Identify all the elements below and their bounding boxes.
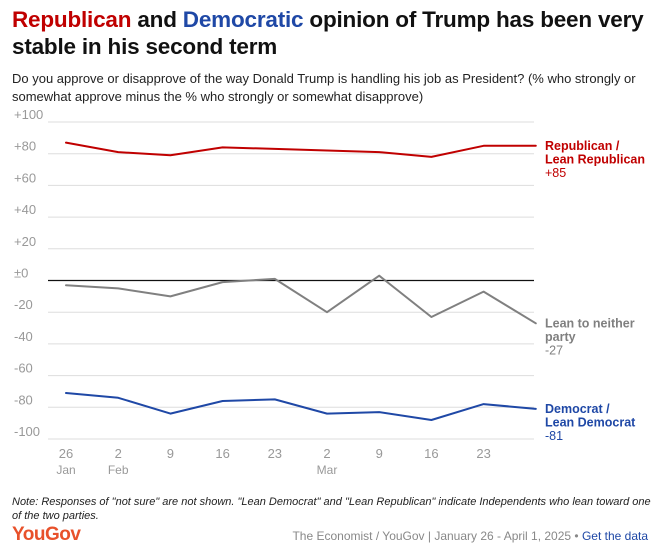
y-tick-label: +40 [14,202,36,217]
x-tick-label: 9 [376,446,383,461]
series-end-value: -27 [545,343,563,357]
y-tick-label: +80 [14,139,36,154]
series-end-value: -81 [545,429,563,443]
y-tick-label: -40 [14,329,33,344]
y-tick-label: -60 [14,361,33,376]
y-tick-label: -100 [14,424,40,439]
series-line [65,392,537,421]
series-label: party [545,330,576,344]
y-tick-label: -80 [14,392,33,407]
x-tick-label: 2 [115,446,122,461]
series-label: Lean to neither [545,316,635,330]
source-line: The Economist / YouGov | January 26 - Ap… [292,529,648,543]
y-tick-label: +20 [14,234,36,249]
x-tick-month-label: Mar [317,463,338,477]
chart-note: Note: Responses of "not sure" are not sh… [12,496,651,522]
y-tick-label: -20 [14,297,33,312]
series-label: Democrat / [545,402,610,416]
series-end-value: +85 [545,166,566,180]
x-tick-label: 16 [424,446,438,461]
title-democratic: Democratic [182,7,304,32]
x-tick-month-label: Feb [108,463,129,477]
title-rest: opinion of Trump has been very stable in… [12,7,644,59]
chart-subtitle: Do you approve or disapprove of the way … [12,71,636,104]
source-text: The Economist / YouGov | January 26 - Ap… [292,529,582,543]
y-tick-label: +60 [14,170,36,185]
title-and: and [131,7,183,32]
x-tick-month-label: Jan [56,463,75,477]
series-line [65,141,537,158]
y-tick-label: +100 [14,110,43,122]
get-the-data-link[interactable]: Get the data [581,529,648,543]
line-chart: +100 +80 +60 +40 +20 ±0 -20 -40 -60 -80 -100 26 Jan 2… [14,110,645,477]
x-tick-label: 23 [268,446,282,461]
series-line [65,274,537,325]
series-label: Lean Democrat [545,415,636,429]
series-label: Republican / [545,139,620,153]
y-tick-label: ±0 [14,266,28,281]
series-label: Lean Republican [545,152,645,166]
x-tick-label: 16 [215,446,229,461]
chart-title: Republican and Democratic opinion of Tru… [12,6,652,60]
x-tick-label: 2 [323,446,330,461]
title-republican: Republican [12,7,132,32]
x-tick-label: 23 [476,446,490,461]
yougov-logo: YouGov [12,524,81,545]
x-tick-label: 9 [167,446,174,461]
x-tick-label: 26 [59,446,73,461]
